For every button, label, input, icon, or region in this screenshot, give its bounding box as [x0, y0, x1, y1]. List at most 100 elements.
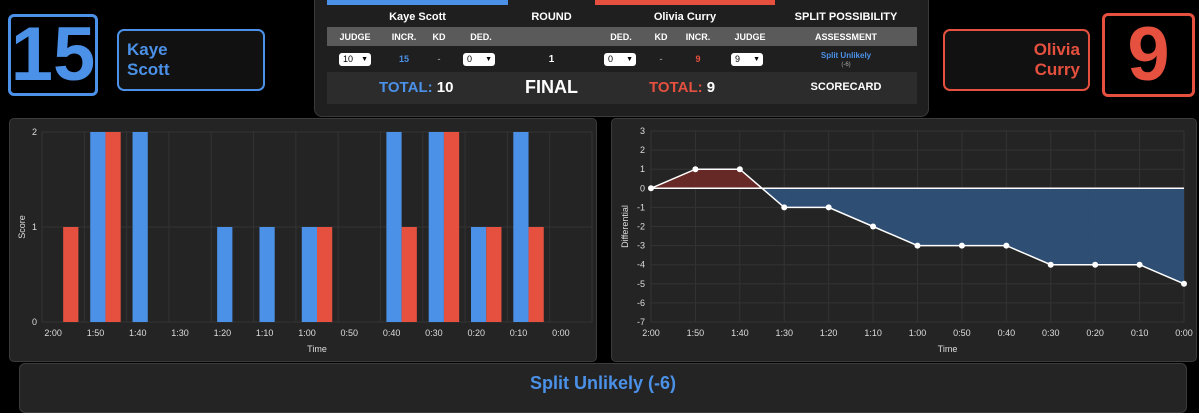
data-point [648, 185, 654, 192]
incr-right-value: 9 [695, 54, 701, 64]
header-right-name: Olivia Curry [653, 11, 717, 23]
y-axis-label: Differential [620, 205, 630, 248]
totals-row [327, 72, 917, 104]
x-tick-label: 0:30 [1042, 328, 1060, 338]
data-point [1181, 280, 1187, 287]
right-color-bar [595, 0, 775, 5]
bar [105, 132, 121, 322]
col-kd-left: KD [432, 32, 446, 42]
x-tick-label: 1:00 [298, 328, 316, 338]
x-tick-label: 1:00 [909, 328, 927, 338]
col-kd-right: KD [654, 32, 668, 42]
bar [443, 132, 460, 322]
left-total: TOTAL: 10 [379, 79, 454, 96]
right-fighter-name: Olivia Curry [943, 29, 1090, 91]
x-tick-label: 1:20 [214, 328, 232, 338]
data-point [870, 223, 877, 230]
y-tick-label: -7 [637, 317, 645, 327]
differential-chart-panel: 3 2 1 0 -1 -2 -3 -4 -5 -6 -7 2:00 1:50 1:40 1:30 1:20 1:… [611, 118, 1197, 362]
y-tick-label: -4 [637, 260, 645, 270]
ded-left-select[interactable]: 0 ▼ [463, 53, 495, 66]
assessment-value: Split Unlikely [820, 51, 872, 60]
bar [428, 132, 444, 322]
judge-left-select[interactable]: 10 ▼ [339, 53, 371, 66]
x-tick-label: 0:10 [1131, 328, 1149, 338]
header-left-name: Kaye Scott [389, 11, 446, 23]
chevron-down-icon: ▼ [361, 56, 368, 63]
y-tick-label: -2 [637, 222, 645, 232]
y-tick-label: -5 [637, 279, 645, 289]
score-bar-chart: 0 1 2 2:00 1:50 1:40 1:30 1:20 1:10 1:00 0:50 0:40 0… [17, 127, 593, 354]
round-value: 1 [548, 54, 555, 65]
col-incr-right: INCR. [685, 32, 711, 42]
final-label: FINAL [525, 77, 578, 97]
data-point [958, 242, 965, 249]
bar [217, 227, 233, 322]
y-tick-label: 1 [640, 164, 645, 174]
data-point [692, 166, 699, 173]
x-tick-label: 1:40 [731, 328, 749, 338]
data-point [781, 204, 788, 211]
col-assessment: ASSESSMENT [814, 32, 877, 42]
y-tick-label: 3 [640, 126, 645, 136]
column-header-row [327, 27, 917, 46]
data-point [1047, 261, 1054, 268]
header-split: SPLIT POSSIBILITY [794, 11, 898, 23]
y-axis-label: Score [17, 215, 27, 239]
x-tick-label: 1:50 [687, 328, 705, 338]
bar [471, 227, 487, 322]
header-round: ROUND [531, 11, 572, 23]
data-point [1136, 261, 1143, 268]
x-tick-label: 0:40 [998, 328, 1016, 338]
data-point [914, 242, 921, 249]
x-tick-label: 0:00 [1175, 328, 1193, 338]
bar [259, 227, 275, 322]
assessment-sub: (-6) [841, 62, 851, 68]
differential-area-chart: 3 2 1 0 -1 -2 -3 -4 -5 -6 -72:00 1:50 1:40 1:30 1:20 1:… [620, 126, 1193, 354]
ded-right-select[interactable]: 0 ▼ [604, 53, 636, 66]
right-fighter-score: 9 [1102, 13, 1195, 97]
positive-area [651, 169, 1184, 189]
bar [317, 227, 333, 322]
data-point [825, 204, 832, 211]
x-axis-label: Time [307, 344, 327, 354]
x-tick-label: 0:10 [510, 328, 528, 338]
x-tick-label: 0:50 [341, 328, 359, 338]
y-tick-label: 0 [32, 317, 37, 327]
x-axis-label: Time [938, 344, 958, 354]
x-tick-label: 0:00 [552, 328, 570, 338]
col-judge-left: JUDGE [339, 32, 371, 42]
y-tick-label: 2 [32, 127, 37, 137]
left-color-bar [327, 0, 508, 5]
chevron-down-icon: ▼ [485, 56, 492, 63]
x-tick-label: 0:20 [1086, 328, 1104, 338]
right-first-name: Olivia [1033, 40, 1080, 59]
y-tick-label: 1 [32, 222, 37, 232]
chevron-down-icon: ▼ [626, 56, 633, 63]
left-fighter-name: Kaye Scott [117, 29, 265, 91]
bar [90, 132, 106, 322]
bar [528, 227, 544, 322]
split-assessment-text: Split Unlikely (-6) [529, 373, 677, 393]
col-ded-right: DED. [610, 32, 632, 42]
negative-area [651, 188, 1184, 284]
y-tick-label: -1 [637, 202, 645, 212]
x-tick-label: 1:20 [820, 328, 838, 338]
score-chart-panel: 0 1 2 2:00 1:50 1:40 1:30 1:20 1:10 1:00 0:50 0:40 0… [9, 118, 597, 362]
bar [132, 132, 148, 322]
x-tick-label: 2:00 [44, 328, 62, 338]
scorecard-label: SCORECARD [810, 81, 882, 93]
kd-right-value: - [659, 54, 663, 64]
x-tick-label: 0:40 [383, 328, 401, 338]
judge-right-select[interactable]: 9 ▼ [731, 53, 763, 66]
data-point [736, 166, 743, 173]
incr-left-value: 15 [398, 54, 409, 64]
y-tick-label: 2 [640, 145, 645, 155]
x-tick-label: 0:30 [425, 328, 443, 338]
col-judge-right: JUDGE [734, 32, 766, 42]
data-point [1003, 242, 1010, 249]
bar [513, 132, 529, 322]
col-ded-left: DED. [470, 32, 492, 42]
x-tick-label: 1:40 [129, 328, 147, 338]
scorecard-panel: Kaye Scott ROUND Olivia Curry SPLIT POSS… [314, 0, 929, 117]
